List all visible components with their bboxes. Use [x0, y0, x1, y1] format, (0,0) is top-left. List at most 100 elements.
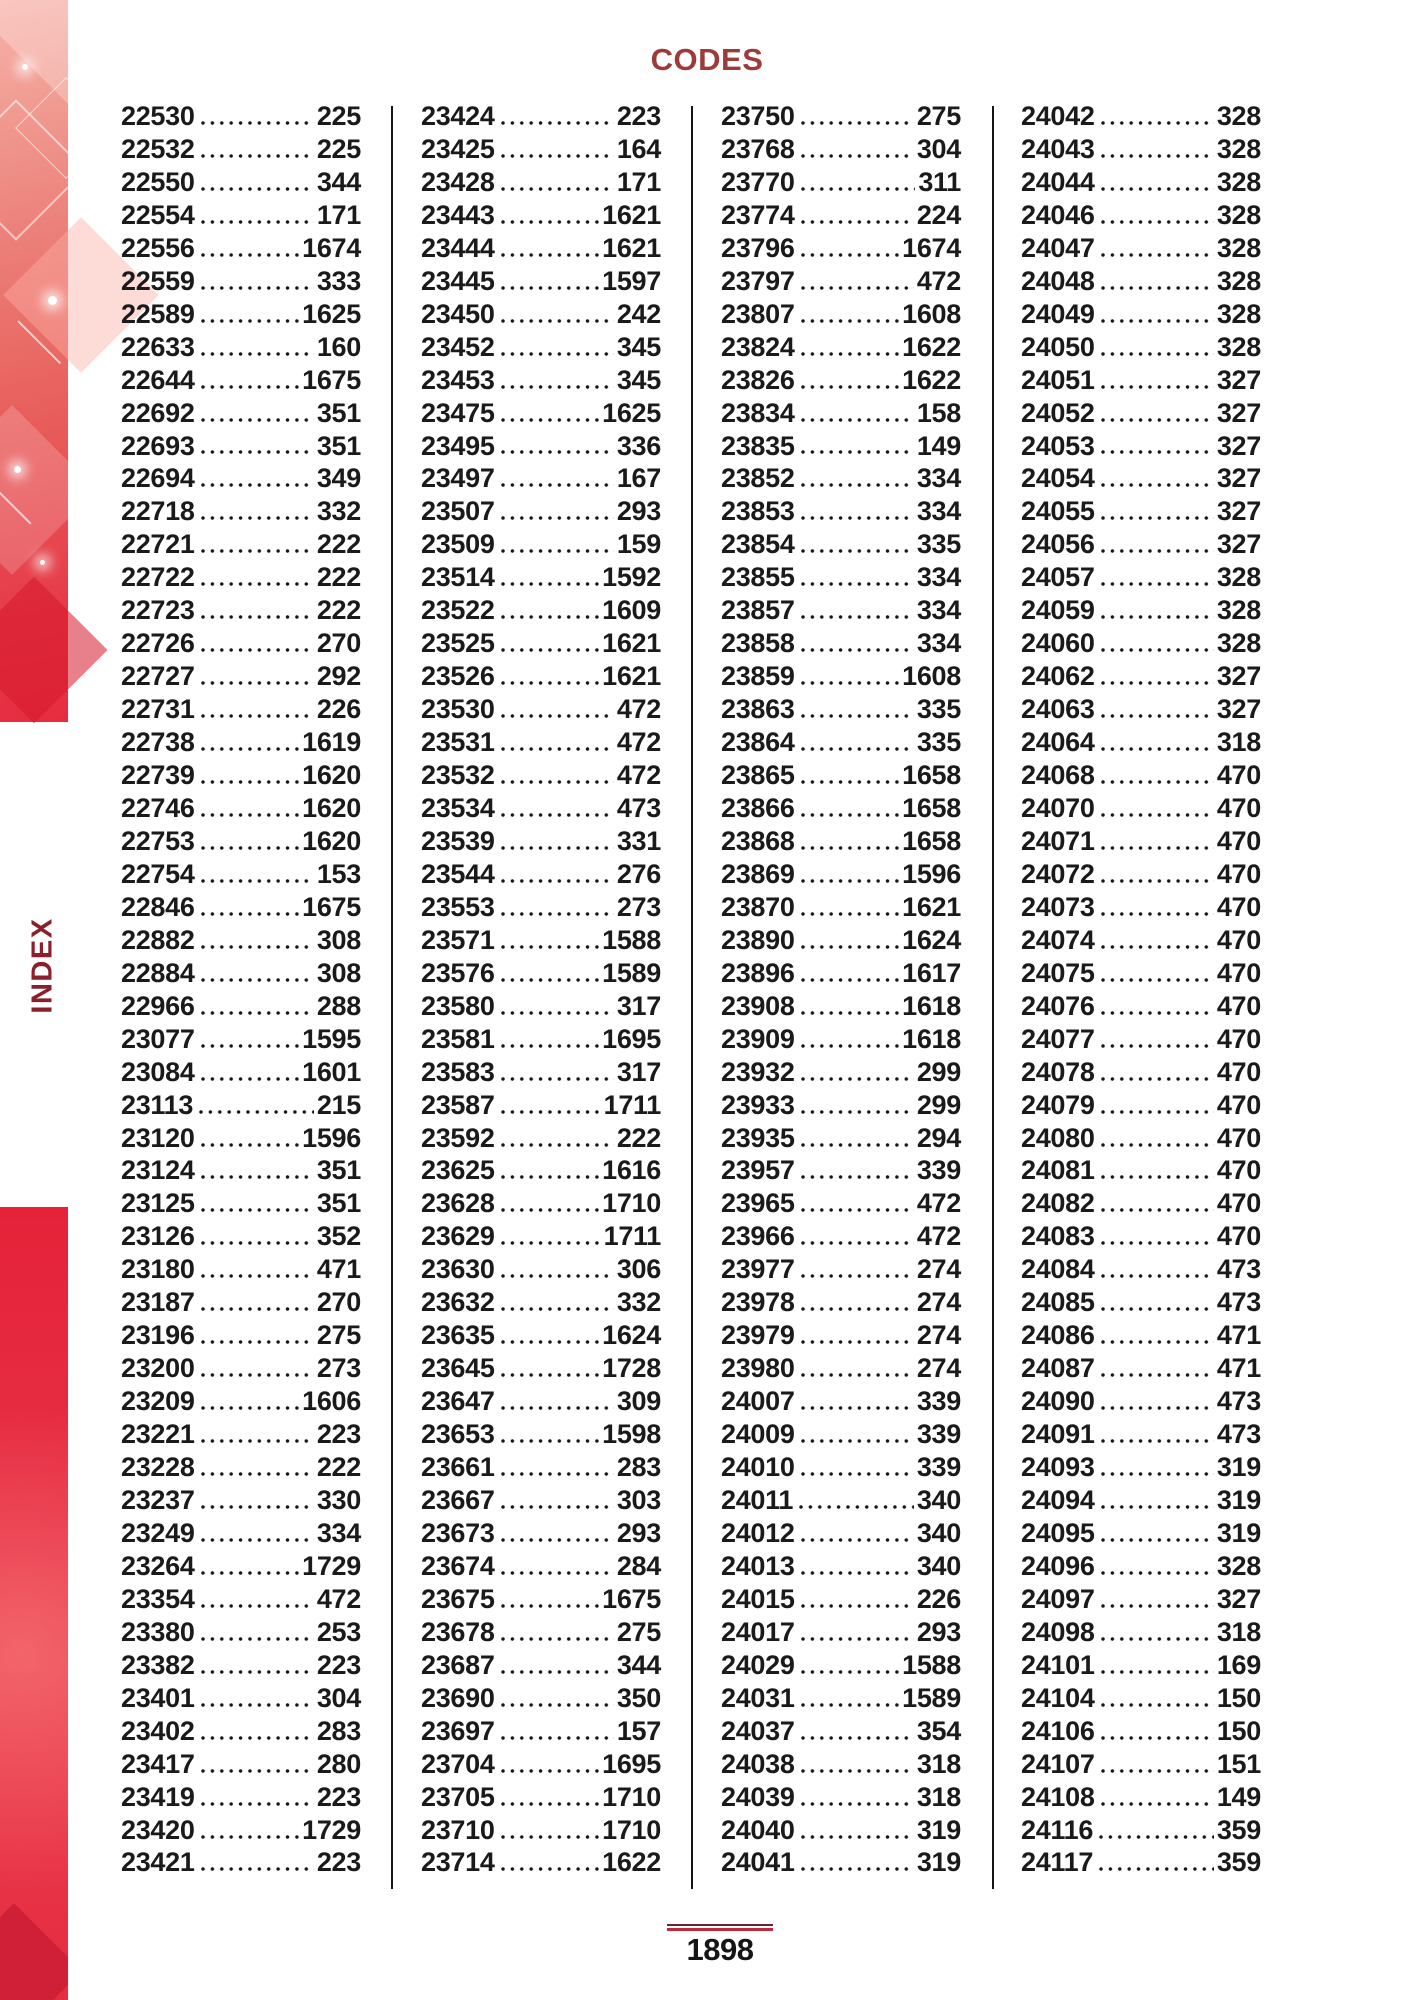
entry-code: 24091 — [1021, 1419, 1095, 1450]
entry-code: 23522 — [421, 595, 495, 626]
dot-leader — [500, 747, 614, 752]
entry-code: 23629 — [421, 1221, 495, 1252]
index-row: 23507 293 — [421, 495, 661, 528]
entry-page-number: 222 — [316, 1452, 361, 1483]
entry-page-number: 1624 — [902, 924, 961, 955]
entry-page-number: 340 — [916, 1550, 961, 1581]
index-row: 23869 1596 — [721, 858, 961, 891]
entry-page-number: 349 — [316, 463, 361, 494]
entry-page-number: 276 — [616, 858, 661, 889]
dot-leader — [800, 549, 914, 554]
entry-page-number: 1728 — [602, 1353, 661, 1384]
dot-leader — [200, 845, 300, 850]
index-row: 23419 223 — [121, 1781, 361, 1814]
dot-leader — [800, 1472, 914, 1477]
entry-page-number: 159 — [616, 529, 661, 560]
entry-page-number: 223 — [316, 1781, 361, 1812]
entry-page-number: 350 — [616, 1682, 661, 1713]
index-row: 23863 335 — [721, 693, 961, 726]
entry-code: 23704 — [421, 1748, 495, 1779]
index-row: 24097 327 — [1021, 1583, 1261, 1616]
index-row: 23583 317 — [421, 1056, 661, 1089]
dot-leader — [800, 780, 900, 785]
index-row: 24017 293 — [721, 1616, 961, 1649]
entry-code: 23797 — [721, 265, 795, 296]
dot-leader — [200, 1076, 300, 1081]
index-row: 24090 473 — [1021, 1385, 1261, 1418]
entry-code: 23497 — [421, 463, 495, 494]
entry-code: 24041 — [721, 1847, 795, 1878]
index-row: 22644 1675 — [121, 364, 361, 397]
entry-code: 24049 — [1021, 298, 1095, 329]
entry-page-number: 351 — [316, 397, 361, 428]
entry-page-number: 328 — [1216, 133, 1261, 164]
entry-page-number: 293 — [616, 1517, 661, 1548]
index-row: 23625 1616 — [421, 1155, 661, 1188]
dot-leader — [500, 1669, 614, 1674]
entry-page-number: 1596 — [902, 858, 961, 889]
index-row: 23497 167 — [421, 462, 661, 495]
dot-leader — [1100, 944, 1214, 949]
entry-page-number: 158 — [916, 397, 961, 428]
entry-page-number: 1695 — [602, 1023, 661, 1054]
entry-code: 23697 — [421, 1715, 495, 1746]
entry-code: 23661 — [421, 1452, 495, 1483]
index-row: 24010 339 — [721, 1451, 961, 1484]
entry-code: 24095 — [1021, 1517, 1095, 1548]
entry-code: 24037 — [721, 1715, 795, 1746]
dot-leader — [800, 1142, 914, 1147]
entry-page-number: 274 — [916, 1287, 961, 1318]
dot-leader — [500, 648, 600, 653]
dot-leader — [200, 1307, 314, 1312]
dot-leader — [800, 648, 914, 653]
entry-code: 23966 — [721, 1221, 795, 1252]
index-row: 24043 328 — [1021, 133, 1261, 166]
dot-leader — [1100, 1669, 1214, 1674]
index-row: 23509 159 — [421, 528, 661, 561]
index-row: 24049 328 — [1021, 298, 1261, 331]
entry-page-number: 473 — [1216, 1254, 1261, 1285]
entry-code: 24063 — [1021, 694, 1095, 725]
index-row: 23864 335 — [721, 726, 961, 759]
index-row: 24041 319 — [721, 1847, 961, 1880]
dot-leader — [200, 1801, 314, 1806]
index-row: 23084 1601 — [121, 1056, 361, 1089]
entry-page-number: 1595 — [302, 1023, 361, 1054]
entry-code: 23630 — [421, 1254, 495, 1285]
dot-leader — [500, 1504, 614, 1509]
dot-leader — [200, 1274, 314, 1279]
entry-page-number: 340 — [916, 1517, 961, 1548]
dot-leader — [800, 153, 914, 158]
entry-page-number: 149 — [1216, 1781, 1261, 1812]
dot-leader — [800, 681, 900, 686]
entry-page-number: 470 — [1216, 957, 1261, 988]
dot-leader — [800, 120, 914, 125]
index-row: 23544 276 — [421, 858, 661, 891]
dot-leader — [800, 812, 900, 817]
entry-page-number: 1675 — [302, 891, 361, 922]
entry-code: 22753 — [121, 825, 195, 856]
entry-code: 24044 — [1021, 166, 1095, 197]
entry-code: 23445 — [421, 265, 495, 296]
entry-code: 22754 — [121, 858, 195, 889]
entry-page-number: 151 — [1216, 1748, 1261, 1779]
index-row: 23452 345 — [421, 331, 661, 364]
entry-page-number: 1621 — [602, 661, 661, 692]
dot-leader — [500, 1702, 614, 1707]
dot-leader — [800, 1570, 914, 1575]
entry-page-number: 339 — [916, 1386, 961, 1417]
index-row: 23200 273 — [121, 1352, 361, 1385]
entry-code: 22556 — [121, 232, 195, 263]
dot-leader — [200, 648, 314, 653]
index-row: 23854 335 — [721, 528, 961, 561]
index-row: 23264 1729 — [121, 1550, 361, 1583]
index-row: 23125 351 — [121, 1187, 361, 1220]
entry-code: 24082 — [1021, 1188, 1095, 1219]
entry-code: 24084 — [1021, 1254, 1095, 1285]
entry-page-number: 1710 — [602, 1188, 661, 1219]
entry-code: 24094 — [1021, 1485, 1095, 1515]
dot-leader — [200, 1340, 314, 1345]
entry-code: 23539 — [421, 825, 495, 856]
dot-leader — [1100, 648, 1214, 653]
entry-page-number: 304 — [316, 1682, 361, 1713]
